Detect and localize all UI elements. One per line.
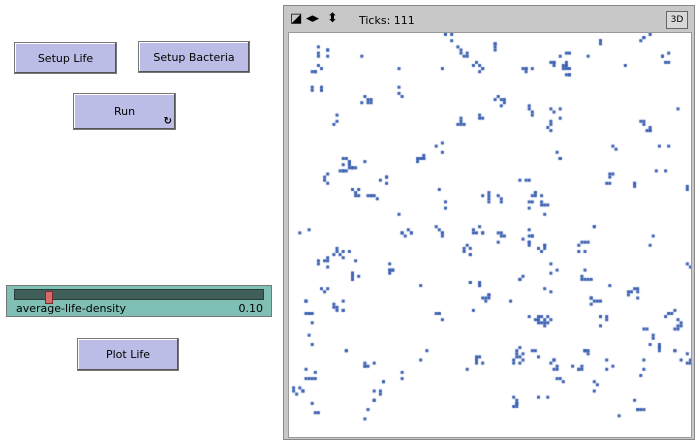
average-life-density-slider[interactable]: average-life-density 0.10 — [6, 285, 272, 317]
slider-value: 0.10 — [238, 302, 264, 315]
run-button[interactable]: Run ↻ — [73, 93, 176, 130]
plot-life-label: Plot Life — [105, 348, 151, 361]
world-view: ◪ ◂▸ ⬍ Ticks: 111 3D — [283, 5, 695, 440]
ticks-counter: Ticks: 111 — [359, 14, 415, 27]
setup-life-button[interactable]: Setup Life — [14, 42, 117, 74]
slider-track[interactable] — [14, 289, 264, 304]
3d-button[interactable]: 3D — [666, 11, 688, 29]
horizontal-arrows-icon[interactable]: ◂▸ — [306, 11, 320, 26]
view-toolbar: ◪ ◂▸ ⬍ Ticks: 111 3D — [287, 9, 691, 31]
setup-bacteria-button[interactable]: Setup Bacteria — [138, 41, 250, 73]
setup-bacteria-label: Setup Bacteria — [153, 50, 235, 64]
resize-icon[interactable]: ◪ — [290, 11, 303, 26]
plot-life-button[interactable]: Plot Life — [77, 338, 179, 371]
forever-icon: ↻ — [163, 116, 172, 127]
world-canvas[interactable] — [288, 32, 692, 438]
setup-life-label: Setup Life — [37, 51, 94, 65]
slider-thumb[interactable] — [45, 291, 53, 304]
slider-label: average-life-density — [16, 302, 127, 315]
run-label: Run — [113, 105, 136, 118]
vertical-arrows-icon[interactable]: ⬍ — [327, 11, 338, 26]
